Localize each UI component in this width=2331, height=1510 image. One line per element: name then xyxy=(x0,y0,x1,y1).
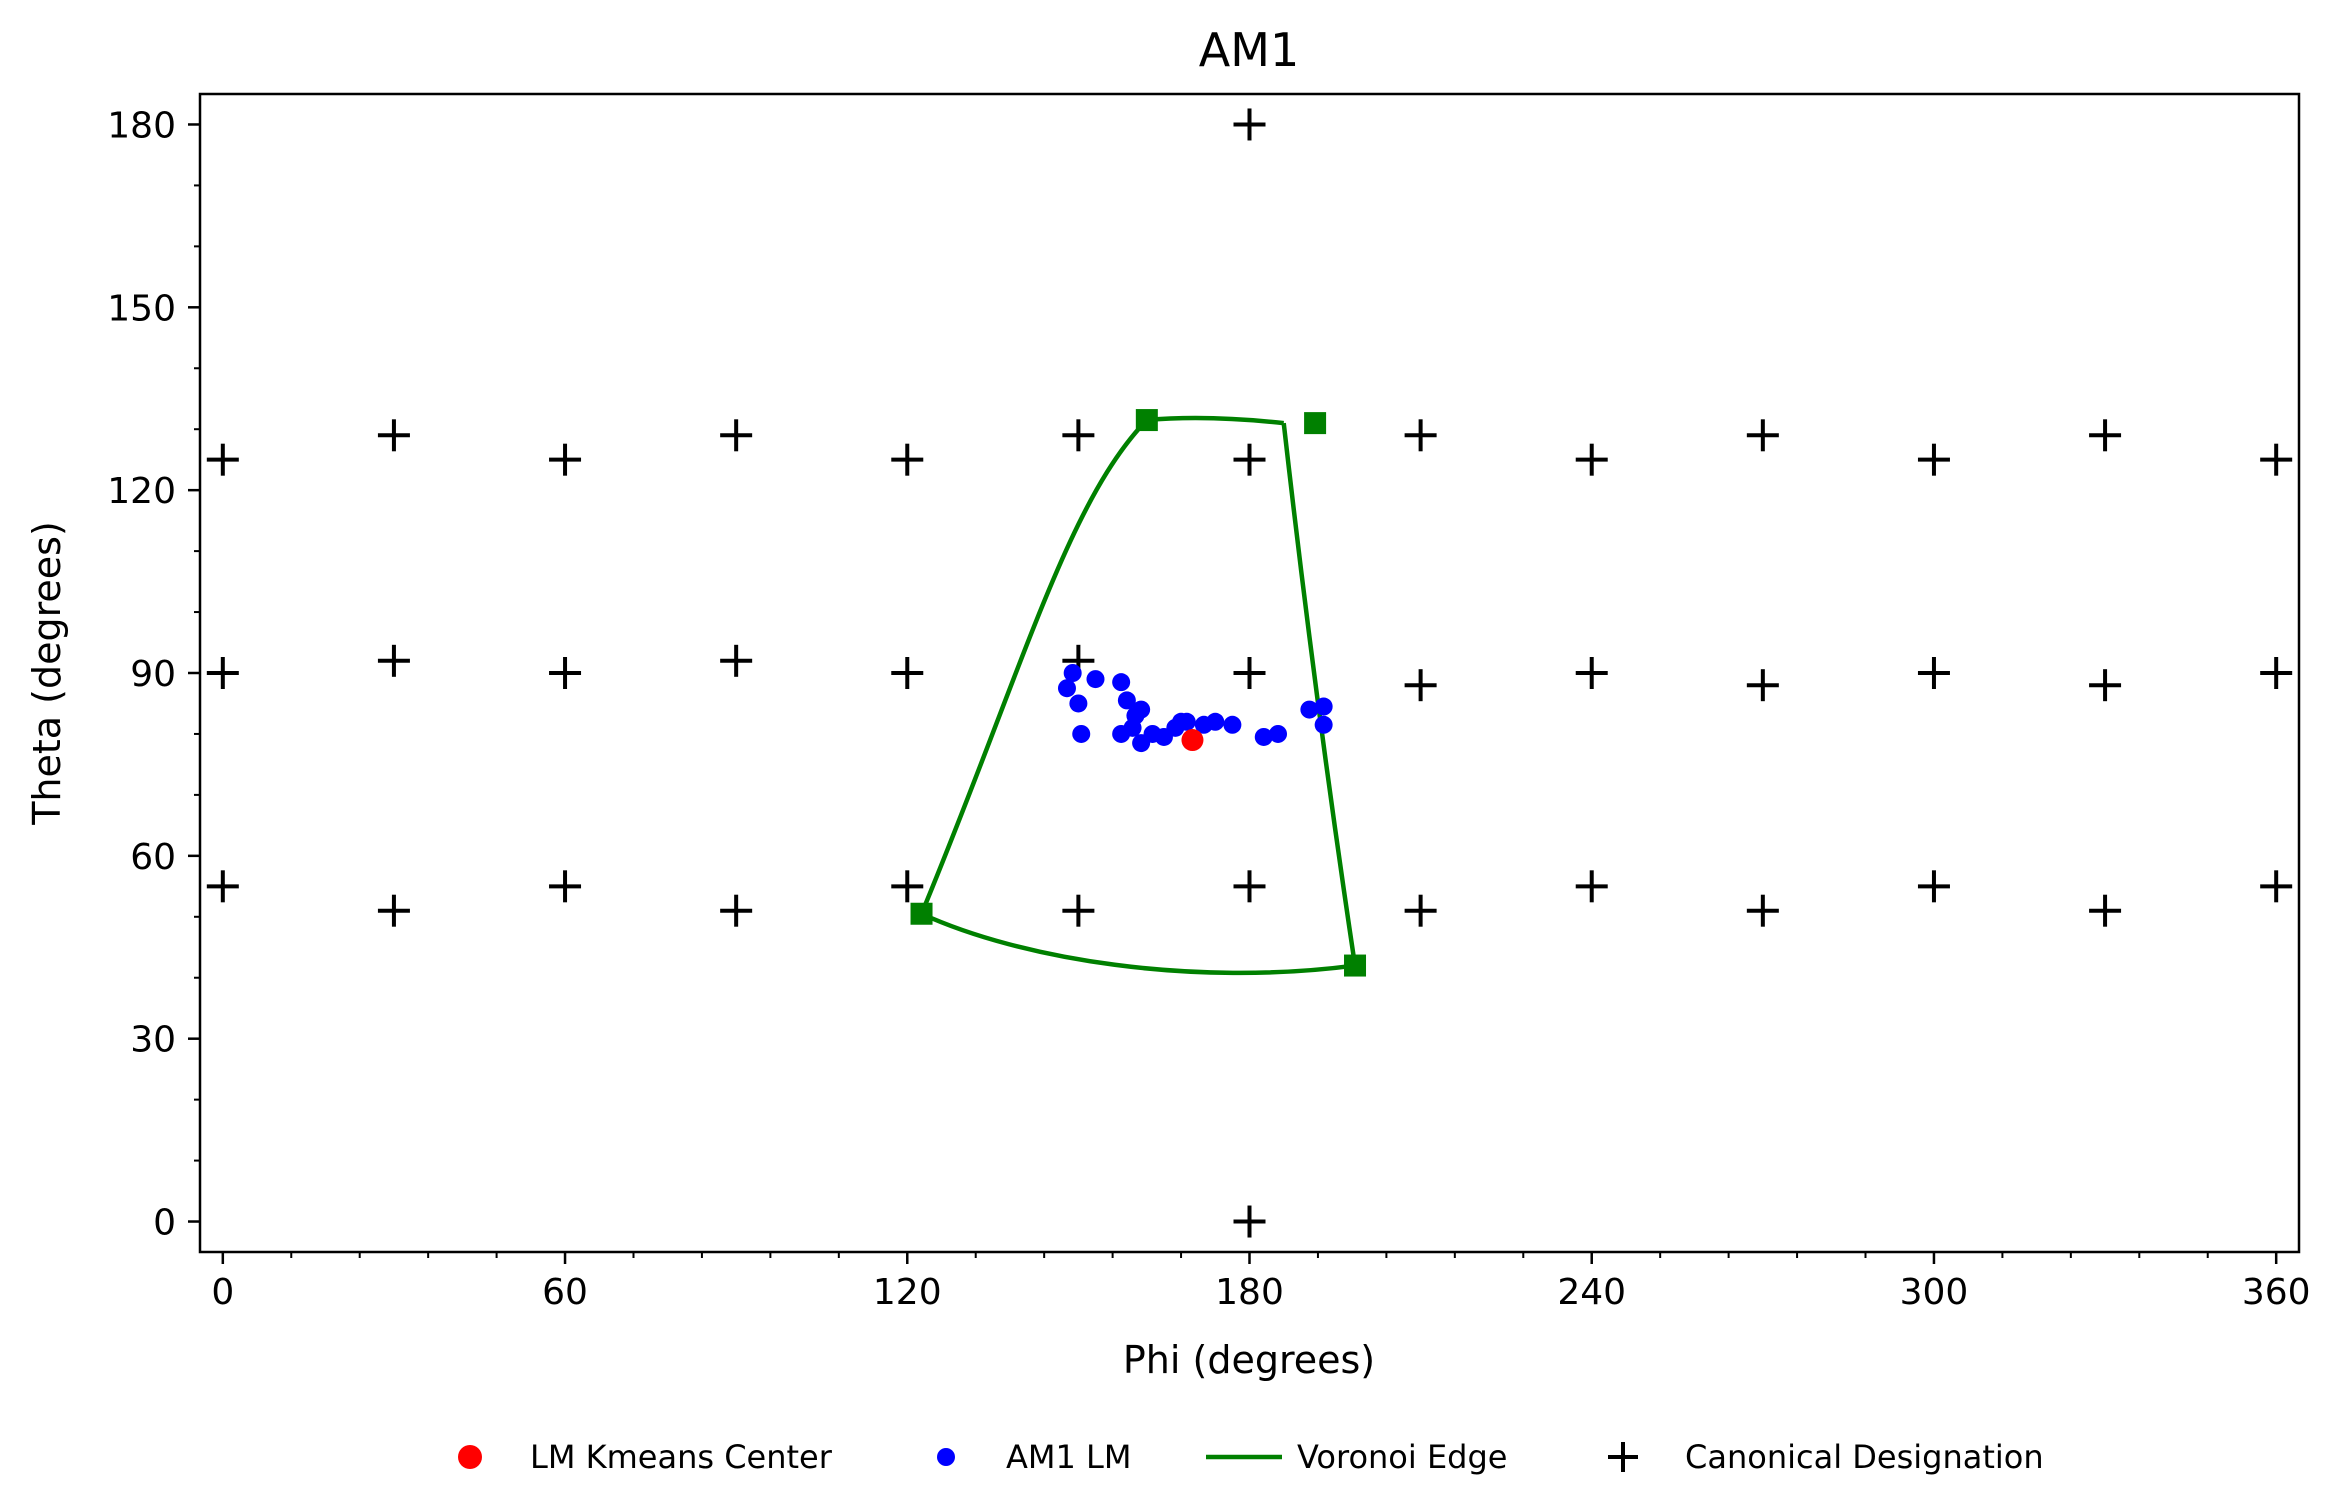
canonical-designation-marker xyxy=(2260,657,2293,689)
canonical-designation-marker xyxy=(2089,419,2122,452)
canonical-designation-marker xyxy=(206,870,239,903)
x-tick-label: 240 xyxy=(1557,1272,1626,1313)
canonical-designation-marker xyxy=(549,657,582,689)
am1-lm-point xyxy=(1206,712,1225,731)
am1-lm-point xyxy=(1069,694,1088,713)
x-tick-label: 180 xyxy=(1215,1272,1284,1313)
am1-lm-point xyxy=(1086,670,1105,689)
canonical-designation-marker xyxy=(2260,443,2293,476)
canonical-designation-marker xyxy=(377,894,410,927)
legend-swatch-circle xyxy=(937,1448,955,1466)
am1-lm-point xyxy=(1132,700,1151,719)
canonical-designation-marker xyxy=(1575,657,1608,689)
am1-lm-point xyxy=(1072,724,1091,743)
y-tick-label: 120 xyxy=(107,471,176,512)
voronoi-vertex-marker xyxy=(1304,412,1327,435)
am1-lm-point xyxy=(1269,724,1288,743)
voronoi-edge-line xyxy=(1146,415,1284,426)
am1-lm-point xyxy=(1314,697,1333,716)
legend-item: Voronoi Edge xyxy=(1206,1438,1507,1476)
x-tick-label: 60 xyxy=(542,1272,588,1313)
y-tick-label: 180 xyxy=(107,105,176,146)
canonical-designation-marker xyxy=(1746,419,1779,452)
voronoi-edge-line xyxy=(919,418,1149,915)
y-tick-label: 150 xyxy=(107,288,176,329)
y-tick-label: 90 xyxy=(130,654,176,695)
kmeans-center-point xyxy=(1181,729,1204,752)
canonical-designation-marker xyxy=(549,443,582,476)
canonical-designation-marker xyxy=(377,419,410,452)
chart-title: AM1 xyxy=(1199,23,1299,77)
canonical-designation-marker xyxy=(1062,894,1095,927)
legend-label: Canonical Designation xyxy=(1685,1438,2044,1476)
canonical-designation-marker xyxy=(2089,894,2122,927)
y-axis-title: Theta (degrees) xyxy=(25,521,69,826)
canonical-designation-marker xyxy=(1575,443,1608,476)
canonical-designation-marker xyxy=(1233,108,1266,141)
canonical-designation-marker xyxy=(1233,657,1266,689)
voronoi-vertex-marker xyxy=(1135,409,1158,432)
voronoi-edge-line xyxy=(920,911,1356,976)
am1-lm-point xyxy=(1314,715,1333,734)
am1-lm-point xyxy=(1223,715,1242,734)
canonical-designation-marker xyxy=(1746,894,1779,927)
canonical-designation-marker xyxy=(1575,870,1608,903)
canonical-designation-marker xyxy=(1917,657,1950,689)
legend-item: Canonical Designation xyxy=(1608,1438,2044,1476)
canonical-designation-marker xyxy=(720,419,753,452)
am1-lm-point xyxy=(1177,712,1196,731)
voronoi-vertex-marker xyxy=(910,902,933,925)
canonical-designation-marker xyxy=(891,443,924,476)
canonical-designation-marker xyxy=(1917,870,1950,903)
am1-lm-point xyxy=(1300,700,1319,719)
canonical-designation-marker xyxy=(1404,894,1437,927)
legend-label: LM Kmeans Center xyxy=(530,1438,833,1476)
am1-lm-point xyxy=(1057,679,1076,698)
y-tick-label: 30 xyxy=(130,1020,176,1061)
y-tick-label: 60 xyxy=(130,837,176,878)
legend-label: AM1 LM xyxy=(1006,1438,1131,1476)
canonical-designation-marker xyxy=(549,870,582,903)
legend-item: LM Kmeans Center xyxy=(458,1438,833,1476)
canonical-designation-marker xyxy=(206,657,239,689)
canonical-designation-marker xyxy=(891,870,924,903)
canonical-designation-marker xyxy=(206,443,239,476)
canonical-designation-marker xyxy=(1233,870,1266,903)
canonical-designation-marker xyxy=(1233,1205,1266,1238)
legend-label: Voronoi Edge xyxy=(1297,1438,1507,1476)
x-axis-title: Phi (degrees) xyxy=(1123,1338,1375,1382)
canonical-designation-marker xyxy=(1062,419,1095,452)
am1-lm-point xyxy=(1254,727,1273,746)
y-tick-label: 0 xyxy=(153,1203,176,1244)
plot-area xyxy=(206,108,2293,1238)
legend-item: AM1 LM xyxy=(937,1438,1131,1476)
canonical-designation-marker xyxy=(1404,669,1437,702)
canonical-designation-marker xyxy=(2089,669,2122,702)
x-tick-label: 0 xyxy=(211,1272,234,1313)
canonical-designation-marker xyxy=(720,644,753,677)
x-tick-label: 120 xyxy=(873,1272,942,1313)
x-tick-label: 360 xyxy=(2242,1272,2311,1313)
canonical-designation-marker xyxy=(1233,443,1266,476)
canonical-designation-marker xyxy=(1404,419,1437,452)
x-tick-label: 300 xyxy=(1900,1272,1969,1313)
canonical-designation-marker xyxy=(377,644,410,677)
canonical-designation-marker xyxy=(1746,669,1779,702)
voronoi-vertex-marker xyxy=(1344,954,1367,977)
legend-swatch-circle xyxy=(458,1445,482,1469)
canonical-designation-marker xyxy=(1917,443,1950,476)
legend: LM Kmeans Center AM1 LM Voronoi Edge Canoni… xyxy=(458,1438,2044,1476)
plot-frame xyxy=(198,92,2301,1254)
am1-lm-point xyxy=(1117,691,1136,710)
canonical-designation-marker xyxy=(720,894,753,927)
am1-lm-point xyxy=(1112,673,1131,692)
canonical-designation-marker xyxy=(891,657,924,689)
am1-lm-point xyxy=(1063,664,1082,682)
canonical-designation-marker xyxy=(2260,870,2293,903)
